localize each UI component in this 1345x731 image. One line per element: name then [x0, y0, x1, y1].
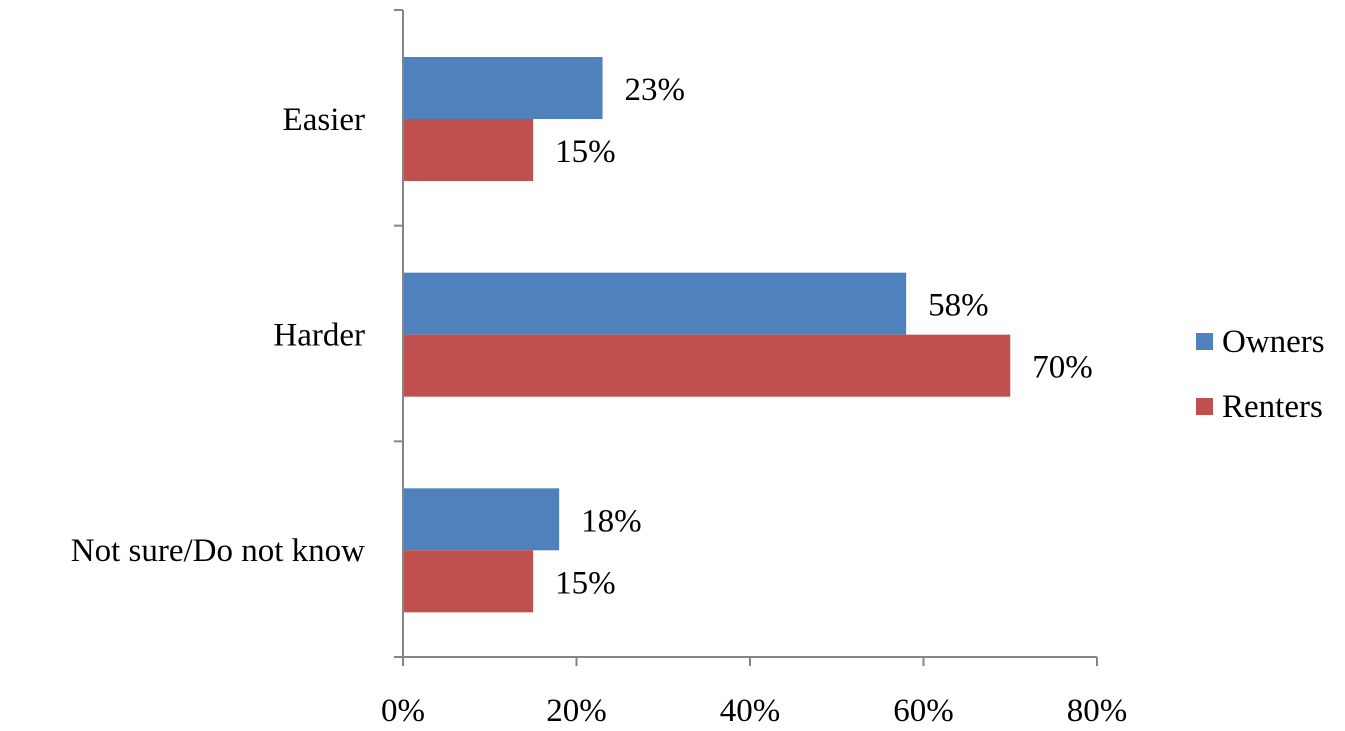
bar-owners-1 [403, 57, 603, 119]
legend-swatch-owners [1196, 333, 1213, 350]
bars-group [403, 57, 1011, 613]
data-label-owners-1: 23% [625, 72, 686, 108]
data-label-owners-3: 18% [581, 503, 642, 539]
bar-owners-2 [403, 272, 907, 335]
legend-swatch-renters [1196, 398, 1213, 415]
x-tick-label-3: 60% [893, 693, 954, 729]
bar-renters-1 [403, 119, 534, 181]
legend-label-renters: Renters [1222, 389, 1323, 425]
bar-renters-3 [403, 550, 534, 613]
data-label-renters-2: 70% [1032, 350, 1093, 386]
bar-owners-3 [403, 488, 560, 551]
x-tick-label-1: 20% [546, 693, 607, 729]
legend-label-owners: Owners [1222, 324, 1325, 360]
category-label-1: Easier [283, 102, 365, 138]
data-labels-group: 23%15%58%70%18%15% [555, 72, 1093, 601]
category-labels-group: Easier Harder Not sure/Do not know [71, 102, 365, 569]
x-tick-labels-group: 0% 20% 40% 60% 80% [381, 693, 1127, 729]
axes-group [394, 9, 1098, 666]
x-tick-label-0: 0% [381, 693, 425, 729]
category-label-3: Not sure/Do not know [71, 533, 365, 569]
data-label-renters-1: 15% [555, 134, 616, 170]
x-tick-label-4: 80% [1067, 693, 1128, 729]
legend: Owners Renters [1196, 324, 1325, 425]
bar-renters-2 [403, 334, 1011, 397]
data-label-owners-2: 58% [928, 288, 989, 324]
data-label-renters-3: 15% [555, 565, 616, 601]
x-tick-label-2: 40% [720, 693, 781, 729]
category-label-2: Harder [273, 318, 365, 354]
